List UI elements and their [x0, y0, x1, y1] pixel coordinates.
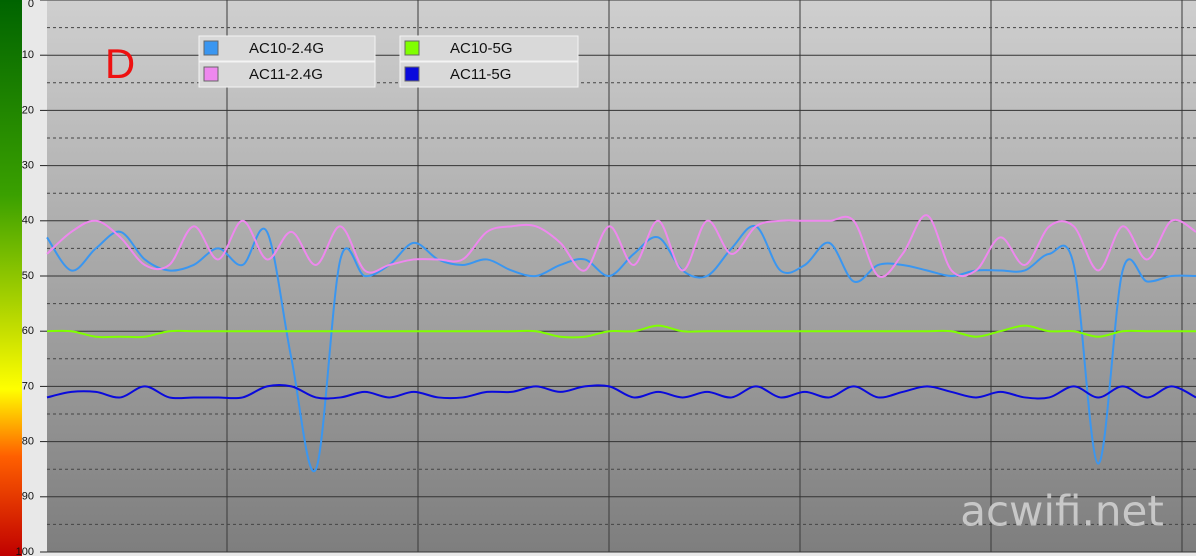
- legend-swatch: [203, 40, 219, 56]
- legend-entry: [198, 35, 376, 62]
- y-tick-label: 40: [22, 215, 34, 227]
- legend-swatch: [404, 40, 420, 56]
- y-tick-label: 70: [22, 380, 34, 392]
- y-tick-label: 100: [16, 546, 34, 556]
- legend: AC10-2.4G AC11-2.4G AC10-5G AC11-5G: [198, 35, 579, 88]
- y-tick-label: 20: [22, 104, 34, 116]
- y-tick-label: 60: [22, 325, 34, 337]
- signal-scale: [0, 0, 22, 556]
- legend-entry: [399, 35, 579, 62]
- y-tick-label: 50: [22, 270, 34, 282]
- legend-swatch: [203, 66, 219, 82]
- series-line: [46, 324, 1196, 339]
- y-tick-label: 30: [22, 160, 34, 172]
- legend-entry: [399, 61, 579, 88]
- series-line: [46, 384, 1196, 400]
- y-tick-label: 80: [22, 436, 34, 448]
- legend-label: AC11-5G: [450, 66, 511, 83]
- legend-entry: [198, 61, 376, 88]
- panel-letter: D: [105, 40, 135, 87]
- series-line: [46, 224, 1196, 473]
- legend-swatch: [404, 66, 420, 82]
- legend-label: AC10-5G: [450, 40, 513, 57]
- y-tick-label: 10: [22, 49, 34, 61]
- legend-label: AC10-2.4G: [249, 40, 324, 57]
- watermark: acwifi.net: [960, 487, 1164, 536]
- series-line: [46, 214, 1196, 279]
- y-tick-label: 0: [28, 0, 34, 10]
- legend-label: AC11-2.4G: [249, 66, 323, 83]
- y-tick-label: 90: [22, 491, 34, 503]
